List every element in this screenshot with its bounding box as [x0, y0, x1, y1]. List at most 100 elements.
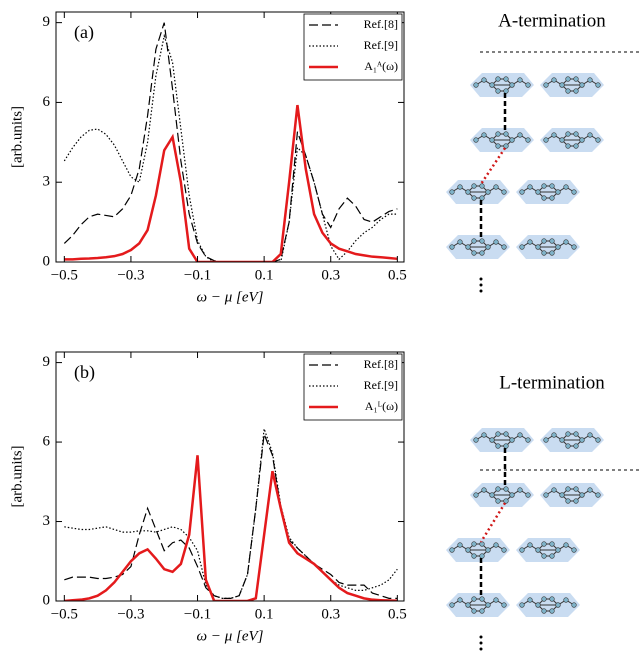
atom — [495, 88, 501, 94]
atom — [503, 143, 509, 149]
atom — [473, 137, 479, 143]
atom — [563, 184, 569, 190]
atom — [449, 189, 455, 195]
diagram-label: A-termination — [498, 10, 606, 31]
series-line — [64, 433, 398, 599]
y-tick-label: 6 — [43, 94, 51, 110]
atom — [535, 189, 541, 195]
atom — [587, 77, 593, 83]
atom — [551, 432, 557, 438]
atom — [509, 437, 515, 443]
atom — [519, 189, 525, 195]
x-tick-label: 0.1 — [255, 606, 274, 622]
atom — [551, 487, 557, 493]
x-tick-label: −0.3 — [117, 606, 144, 622]
atom — [501, 547, 507, 553]
atom — [457, 597, 463, 603]
atom — [479, 596, 485, 602]
atom — [563, 597, 569, 603]
x-tick-label: −0.5 — [51, 267, 78, 283]
atom — [559, 137, 565, 143]
atom — [517, 77, 523, 83]
atom — [549, 541, 555, 547]
x-tick-label: −0.1 — [184, 606, 211, 622]
atom — [517, 487, 523, 493]
legend-label: Ref.[9] — [364, 378, 398, 392]
atom — [465, 189, 471, 195]
ellipsis-dot — [479, 641, 483, 645]
stack-bond — [479, 147, 507, 185]
atom — [495, 76, 501, 82]
atom — [543, 437, 549, 443]
y-tick-label: 0 — [43, 253, 51, 269]
atom — [571, 547, 577, 553]
diagram-label: L-termination — [499, 372, 605, 393]
atom — [519, 244, 525, 250]
atom — [535, 244, 541, 250]
atom — [473, 82, 479, 88]
legend-label: Ref.[8] — [364, 357, 398, 371]
atom — [465, 602, 471, 608]
atom — [525, 492, 531, 498]
atom — [565, 76, 571, 82]
atom — [555, 244, 561, 250]
x-tick-label: −0.5 — [51, 606, 78, 622]
y-tick-label: 3 — [43, 513, 51, 529]
atom — [541, 238, 547, 244]
x-tick-label: −0.1 — [184, 267, 211, 283]
y-tick-label: 9 — [43, 354, 51, 370]
atom — [573, 76, 579, 82]
atom — [555, 189, 561, 195]
atom — [549, 608, 555, 614]
ellipsis-dot — [479, 647, 483, 651]
atom — [457, 239, 463, 245]
atom — [457, 184, 463, 190]
atom — [471, 238, 477, 244]
atom — [549, 183, 555, 189]
atom — [493, 597, 499, 603]
atom — [495, 143, 501, 149]
plot-frame — [55, 11, 405, 263]
atom — [579, 137, 585, 143]
ellipsis-dot — [479, 277, 483, 281]
atom — [485, 244, 491, 250]
x-tick-label: 0.5 — [388, 606, 407, 622]
atom — [465, 244, 471, 250]
series-line — [64, 104, 398, 262]
atom — [541, 195, 547, 201]
atom — [573, 143, 579, 149]
atom — [471, 596, 477, 602]
atom — [565, 431, 571, 437]
atom — [535, 547, 541, 553]
atom — [479, 183, 485, 189]
atom — [501, 602, 507, 608]
series-line — [63, 22, 398, 262]
atom — [489, 137, 495, 143]
legend-label: Ref.[8] — [364, 17, 398, 31]
atom — [509, 82, 515, 88]
y-tick-label: 0 — [43, 592, 51, 608]
atom — [573, 431, 579, 437]
ellipsis-dot — [479, 289, 483, 293]
atom — [549, 250, 555, 256]
atom — [517, 132, 523, 138]
x-axis-label: ω − μ [eV] — [197, 628, 264, 644]
panel-label: (a) — [74, 22, 94, 43]
atom — [555, 547, 561, 553]
series-line — [63, 33, 398, 262]
atom — [549, 553, 555, 559]
atom — [579, 492, 585, 498]
atom — [571, 602, 577, 608]
atom — [501, 189, 507, 195]
atom — [479, 195, 485, 201]
atom — [449, 244, 455, 250]
atom — [503, 443, 509, 449]
y-tick-label: 6 — [43, 434, 51, 450]
x-axis-label: ω − μ [eV] — [197, 289, 264, 305]
atom — [485, 602, 491, 608]
atom — [479, 553, 485, 559]
stack-bond — [479, 502, 507, 543]
atom — [571, 189, 577, 195]
atom — [579, 82, 585, 88]
